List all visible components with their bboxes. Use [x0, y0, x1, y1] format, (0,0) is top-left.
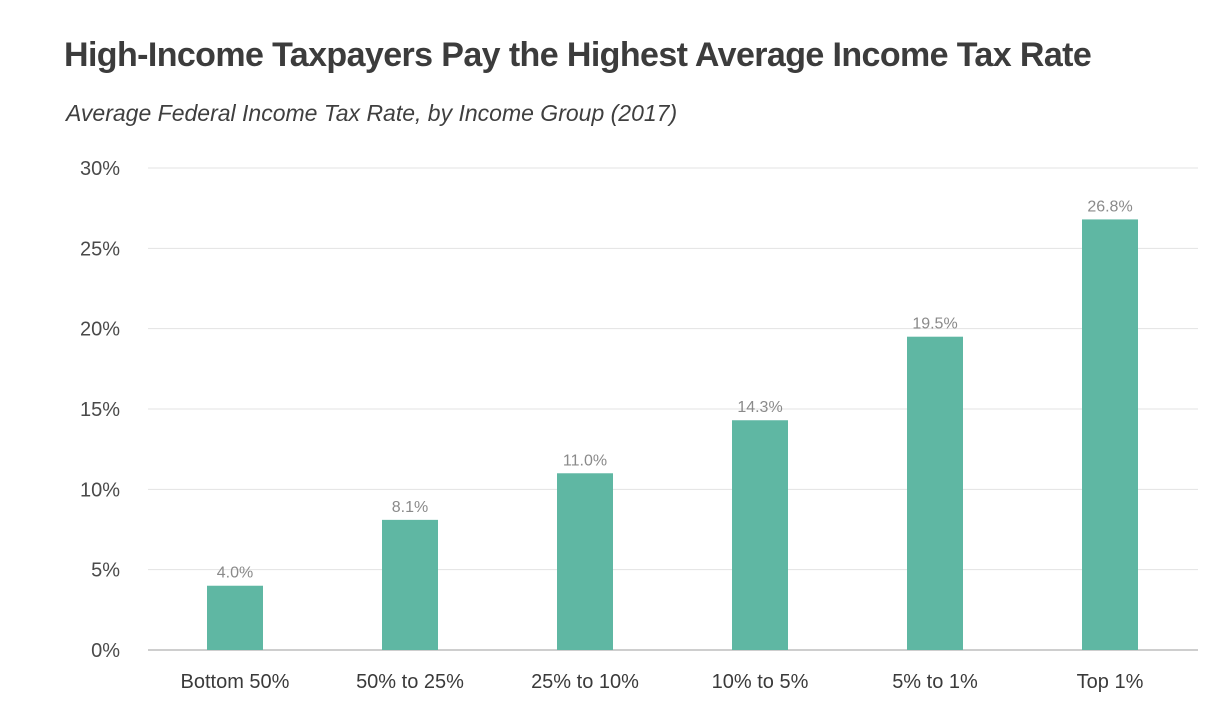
bar-value-label: 4.0% — [217, 565, 253, 582]
bar-value-label: 11.0% — [563, 452, 607, 469]
bar-value-label: 14.3% — [737, 399, 782, 416]
x-category-label: Bottom 50% — [181, 671, 290, 693]
x-axis-categories: Bottom 50% 50% to 25% 25% to 10% 10% to 5% 5… — [181, 671, 1144, 693]
bar-value-label: 8.1% — [392, 499, 428, 516]
y-tick-label: 5% — [91, 560, 120, 582]
x-category-label: Top 1% — [1077, 671, 1144, 693]
bar — [732, 420, 788, 650]
bar — [382, 519, 438, 650]
y-tick-label: 30% — [80, 158, 120, 180]
bar-value-label: 26.8% — [1087, 198, 1132, 215]
y-tick-label: 0% — [91, 640, 120, 662]
x-category-label: 50% to 25% — [356, 671, 464, 693]
bar — [207, 585, 263, 650]
y-tick-label: 10% — [80, 479, 120, 501]
y-tick-label: 20% — [80, 319, 120, 341]
x-category-label: 5% to 1% — [892, 671, 978, 693]
chart-subtitle: Average Federal Income Tax Rate, by Inco… — [66, 100, 678, 126]
y-tick-label: 15% — [80, 399, 120, 421]
y-axis-ticks: 0% 5% 10% 15% 20% 25% 30% — [80, 158, 120, 662]
gridlines — [148, 167, 1198, 651]
y-tick-label: 25% — [80, 238, 120, 260]
bars — [207, 219, 1138, 650]
bar-value-label: 19.5% — [912, 316, 957, 333]
x-category-label: 25% to 10% — [531, 671, 639, 693]
bar — [557, 473, 613, 650]
x-category-label: 10% to 5% — [712, 671, 809, 693]
data-labels: 4.0% 8.1% 11.0% 14.3% 19.5% 26.8% — [217, 198, 1133, 581]
chart-title: High-Income Taxpayers Pay the Highest Av… — [64, 36, 1092, 74]
bar — [1082, 219, 1138, 650]
bar — [907, 336, 963, 650]
